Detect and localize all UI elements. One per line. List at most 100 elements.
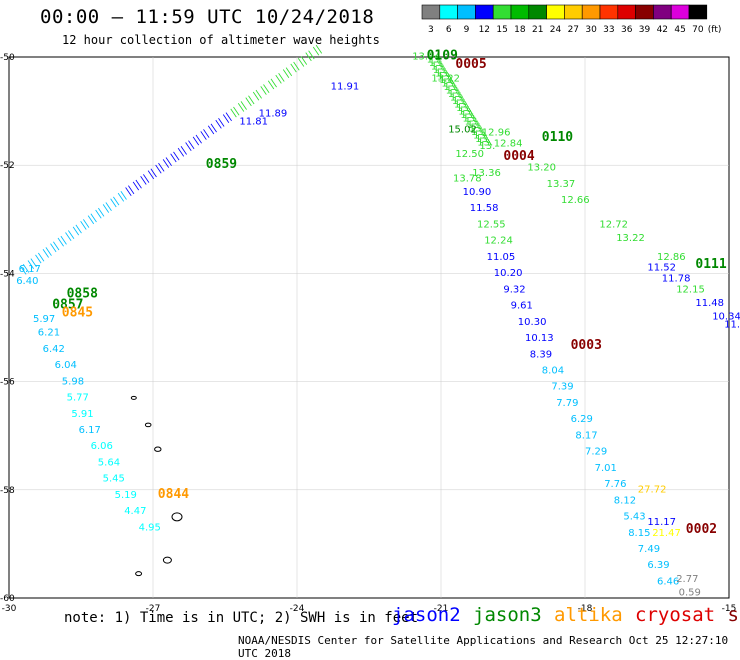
wave-height-label: 8.15 xyxy=(628,528,650,539)
wave-height-label: 13.22 xyxy=(616,233,645,244)
wave-height-label: 0.59 xyxy=(679,587,701,598)
wave-height-label: 7.29 xyxy=(585,447,607,458)
lat-tick-label: -50 xyxy=(0,53,15,63)
track-time-labels: 0859085808570845084401090005011000040111… xyxy=(52,49,727,537)
time-label: 0109 xyxy=(427,49,458,64)
lat-tick-label: -58 xyxy=(0,486,15,496)
time-label: 0111 xyxy=(695,257,726,272)
wave-height-label: 11.58 xyxy=(470,203,499,214)
time-label: 0845 xyxy=(62,306,93,321)
wave-height-label: 6.17 xyxy=(79,425,101,436)
wave-height-label: 5.91 xyxy=(71,409,93,420)
wave-height-label: 11.78 xyxy=(662,274,691,285)
wave-height-label: 5.64 xyxy=(98,457,120,468)
wave-height-label: 12.50 xyxy=(455,149,484,160)
wave-height-label: 5.77 xyxy=(67,393,89,404)
wave-height-label: 8.39 xyxy=(530,349,552,360)
wave-height-label: 8.17 xyxy=(575,430,597,441)
time-label: 0004 xyxy=(503,149,534,164)
wave-height-label: 5.97 xyxy=(33,314,55,325)
legend-altika: altika xyxy=(554,604,623,626)
wave-height-label: 12.96 xyxy=(482,127,511,138)
wave-height-label: 12.24 xyxy=(484,236,513,247)
wave-height-label: 7.76 xyxy=(604,479,626,490)
wave-height-label: 10.30 xyxy=(518,317,547,328)
wave-height-label: 2.77 xyxy=(676,574,698,585)
wave-height-label: 4.47 xyxy=(124,506,146,517)
wave-height-label: 5.19 xyxy=(115,490,137,501)
wave-height-label: 6.42 xyxy=(43,344,65,355)
island-outline xyxy=(172,513,182,521)
wave-height-label: 9.32 xyxy=(503,284,525,295)
lat-tick-label: -52 xyxy=(0,161,15,171)
wave-height-label: 11.91 xyxy=(331,81,360,92)
footnote: note: 1) Time is in UTC; 2) SWH is in fe… xyxy=(64,610,418,626)
lat-tick-label: -54 xyxy=(0,269,15,279)
wave-height-label: 6.21 xyxy=(38,328,60,339)
wave-height-label: 11.2 xyxy=(724,320,740,331)
wave-height-label: 11.05 xyxy=(487,252,516,263)
wave-height-label: 12.15 xyxy=(676,284,705,295)
wave-height-label: 7.79 xyxy=(556,398,578,409)
wave-height-label: 7.39 xyxy=(551,382,573,393)
wave-height-label: 6.04 xyxy=(55,360,77,371)
wave-height-label: 15.02 xyxy=(448,125,477,136)
legend-jason3: jason3 xyxy=(473,604,542,626)
wave-height-label: 11.52 xyxy=(647,263,676,274)
wave-height-label: 5.43 xyxy=(623,512,645,523)
wave-height-label: 7.49 xyxy=(638,544,660,555)
wave-height-label: 6.40 xyxy=(16,276,38,287)
legend-cryosat: cryosat xyxy=(635,604,715,626)
wave-height-label: 5.45 xyxy=(103,474,125,485)
wave-height-label: 12.84 xyxy=(494,138,523,149)
legend-s3a: s3a xyxy=(728,604,740,626)
lat-tick-label: -60 xyxy=(0,594,15,604)
wave-height-label: 7.01 xyxy=(595,463,617,474)
map-frame xyxy=(9,57,729,598)
wave-height-label: 8.04 xyxy=(542,365,564,376)
wave-height-label: 10.13 xyxy=(525,333,554,344)
wave-height-label: 6.29 xyxy=(571,414,593,425)
time-label: 0003 xyxy=(571,338,602,353)
legend-jason2: jason2 xyxy=(392,604,461,626)
wave-height-label: 9.61 xyxy=(511,301,533,312)
wave-height-label: 13.22 xyxy=(431,73,460,84)
wave-height-label: 5.98 xyxy=(62,376,84,387)
time-label: 0859 xyxy=(206,157,237,172)
wave-height-label: 12.72 xyxy=(599,219,628,230)
island-outline xyxy=(145,423,151,427)
track-a-values: 6.176.405.976.216.426.045.985.775.916.17… xyxy=(16,264,161,534)
wave-height-label: 10.20 xyxy=(494,268,523,279)
track-mark: || xyxy=(312,44,324,57)
wave-height-label: 6.06 xyxy=(91,441,113,452)
wave-height-label: 11.17 xyxy=(647,517,676,528)
wave-height-label: 10.90 xyxy=(463,187,492,198)
time-label: 0002 xyxy=(686,522,717,537)
lat-tick-label: -56 xyxy=(0,378,15,388)
wave-height-label: 12.86 xyxy=(657,252,686,263)
time-label: 0005 xyxy=(455,57,486,72)
time-label: 0844 xyxy=(158,487,189,502)
wave-height-label: 11.81 xyxy=(239,117,268,128)
wave-height-label: 13.20 xyxy=(527,163,556,174)
track-diagonal-nw: ||||||||||||||||||||||||||||||||||||||||… xyxy=(19,44,324,276)
lon-tick-label: -30 xyxy=(2,604,17,614)
wave-height-label: 12.66 xyxy=(561,195,590,206)
island-outline xyxy=(163,557,171,563)
wave-height-label: 6.39 xyxy=(647,560,669,571)
time-label: 0110 xyxy=(542,130,573,145)
wave-height-label: 13.37 xyxy=(547,179,576,190)
wave-height-label: 13.78 xyxy=(453,173,482,184)
wave-height-label: 4.95 xyxy=(139,522,161,533)
island-outline xyxy=(131,396,136,399)
credit-line: NOAA/NESDIS Center for Satellite Applica… xyxy=(238,634,740,660)
wave-height-label: 12.55 xyxy=(477,219,506,230)
island-outline xyxy=(155,447,161,451)
wave-height-label: 21.47 xyxy=(652,528,681,539)
wave-height-label: 27.72 xyxy=(638,485,667,496)
wave-height-label: 11.48 xyxy=(695,298,724,309)
